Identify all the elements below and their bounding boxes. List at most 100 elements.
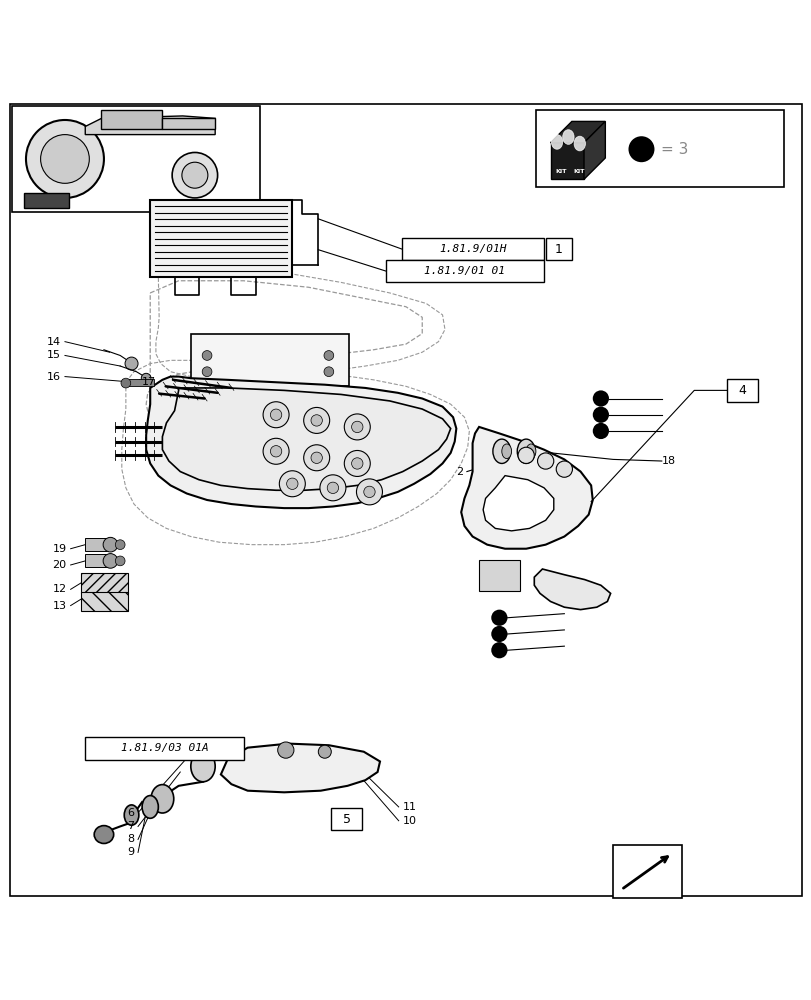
Circle shape bbox=[556, 461, 572, 477]
Circle shape bbox=[115, 556, 125, 566]
Circle shape bbox=[202, 367, 212, 377]
Polygon shape bbox=[550, 121, 605, 143]
Bar bbox=[85, 538, 108, 551]
Text: 7: 7 bbox=[127, 821, 134, 831]
Bar bbox=[331, 808, 362, 830]
Circle shape bbox=[592, 390, 608, 407]
Bar bbox=[612, 845, 681, 898]
Circle shape bbox=[344, 450, 370, 476]
Polygon shape bbox=[162, 118, 215, 129]
Circle shape bbox=[141, 373, 151, 383]
Text: 1: 1 bbox=[554, 243, 562, 256]
Text: KIT: KIT bbox=[573, 169, 584, 174]
Circle shape bbox=[320, 475, 345, 501]
Circle shape bbox=[311, 452, 322, 463]
Text: 1.81.9/01 01: 1.81.9/01 01 bbox=[424, 266, 504, 276]
Text: 10: 10 bbox=[402, 816, 416, 826]
Polygon shape bbox=[483, 476, 553, 531]
Bar bbox=[535, 110, 783, 187]
Text: 11: 11 bbox=[402, 802, 416, 812]
Circle shape bbox=[311, 415, 322, 426]
Bar bbox=[85, 554, 108, 567]
Polygon shape bbox=[221, 744, 380, 792]
Ellipse shape bbox=[526, 444, 535, 459]
Circle shape bbox=[279, 471, 305, 497]
Circle shape bbox=[270, 446, 281, 457]
Circle shape bbox=[202, 351, 212, 360]
Ellipse shape bbox=[551, 135, 562, 149]
Circle shape bbox=[491, 626, 507, 642]
Circle shape bbox=[628, 136, 654, 162]
Circle shape bbox=[103, 554, 118, 568]
Circle shape bbox=[172, 152, 217, 198]
Ellipse shape bbox=[191, 751, 215, 782]
Polygon shape bbox=[550, 143, 583, 179]
Bar bbox=[545, 238, 571, 260]
Circle shape bbox=[303, 445, 329, 471]
Text: 13: 13 bbox=[53, 601, 67, 611]
Ellipse shape bbox=[501, 444, 511, 459]
Circle shape bbox=[344, 414, 370, 440]
Bar bbox=[401, 238, 543, 260]
Polygon shape bbox=[146, 377, 456, 508]
Circle shape bbox=[356, 479, 382, 505]
Text: 18: 18 bbox=[661, 456, 675, 466]
Text: 2: 2 bbox=[455, 467, 462, 477]
Ellipse shape bbox=[562, 130, 573, 144]
Bar bbox=[122, 379, 154, 386]
Text: = 3: = 3 bbox=[660, 142, 688, 157]
Circle shape bbox=[592, 407, 608, 423]
Circle shape bbox=[26, 120, 104, 198]
Polygon shape bbox=[101, 110, 162, 129]
Bar bbox=[191, 334, 349, 386]
Polygon shape bbox=[534, 569, 610, 610]
Text: 15: 15 bbox=[47, 350, 61, 360]
Circle shape bbox=[277, 742, 294, 758]
Ellipse shape bbox=[124, 805, 139, 825]
Circle shape bbox=[517, 447, 534, 463]
Ellipse shape bbox=[94, 826, 114, 843]
Circle shape bbox=[303, 407, 329, 433]
Circle shape bbox=[182, 162, 208, 188]
Ellipse shape bbox=[573, 136, 585, 151]
Circle shape bbox=[270, 409, 281, 420]
Circle shape bbox=[286, 478, 298, 489]
Circle shape bbox=[491, 610, 507, 626]
Polygon shape bbox=[85, 116, 215, 135]
Circle shape bbox=[351, 421, 363, 433]
Text: 9: 9 bbox=[127, 847, 134, 857]
Circle shape bbox=[115, 540, 125, 550]
Circle shape bbox=[363, 486, 375, 498]
Text: 16: 16 bbox=[47, 372, 61, 382]
Bar bbox=[385, 260, 543, 282]
Polygon shape bbox=[162, 388, 450, 490]
Text: 1.81.9/01H: 1.81.9/01H bbox=[439, 244, 506, 254]
Circle shape bbox=[263, 438, 289, 464]
Text: 5: 5 bbox=[342, 813, 350, 826]
Circle shape bbox=[263, 402, 289, 428]
Circle shape bbox=[327, 482, 338, 494]
Polygon shape bbox=[583, 121, 605, 179]
Text: 6: 6 bbox=[127, 808, 134, 818]
Text: 17: 17 bbox=[142, 377, 156, 387]
Bar bbox=[85, 737, 243, 760]
Bar bbox=[478, 560, 519, 591]
Circle shape bbox=[351, 458, 363, 469]
Text: 20: 20 bbox=[53, 560, 67, 570]
Bar bbox=[24, 193, 69, 208]
Circle shape bbox=[537, 453, 553, 469]
Text: 19: 19 bbox=[53, 544, 67, 554]
Circle shape bbox=[491, 642, 507, 658]
Ellipse shape bbox=[142, 796, 158, 818]
Bar bbox=[81, 592, 128, 611]
Text: 4: 4 bbox=[737, 384, 745, 397]
Bar bbox=[150, 200, 292, 277]
Text: 14: 14 bbox=[47, 337, 61, 347]
Circle shape bbox=[318, 745, 331, 758]
Text: 12: 12 bbox=[53, 584, 67, 594]
Bar bbox=[12, 106, 260, 212]
Ellipse shape bbox=[517, 439, 534, 463]
Bar bbox=[81, 573, 128, 593]
Text: KIT: KIT bbox=[555, 169, 566, 174]
Circle shape bbox=[121, 378, 131, 388]
